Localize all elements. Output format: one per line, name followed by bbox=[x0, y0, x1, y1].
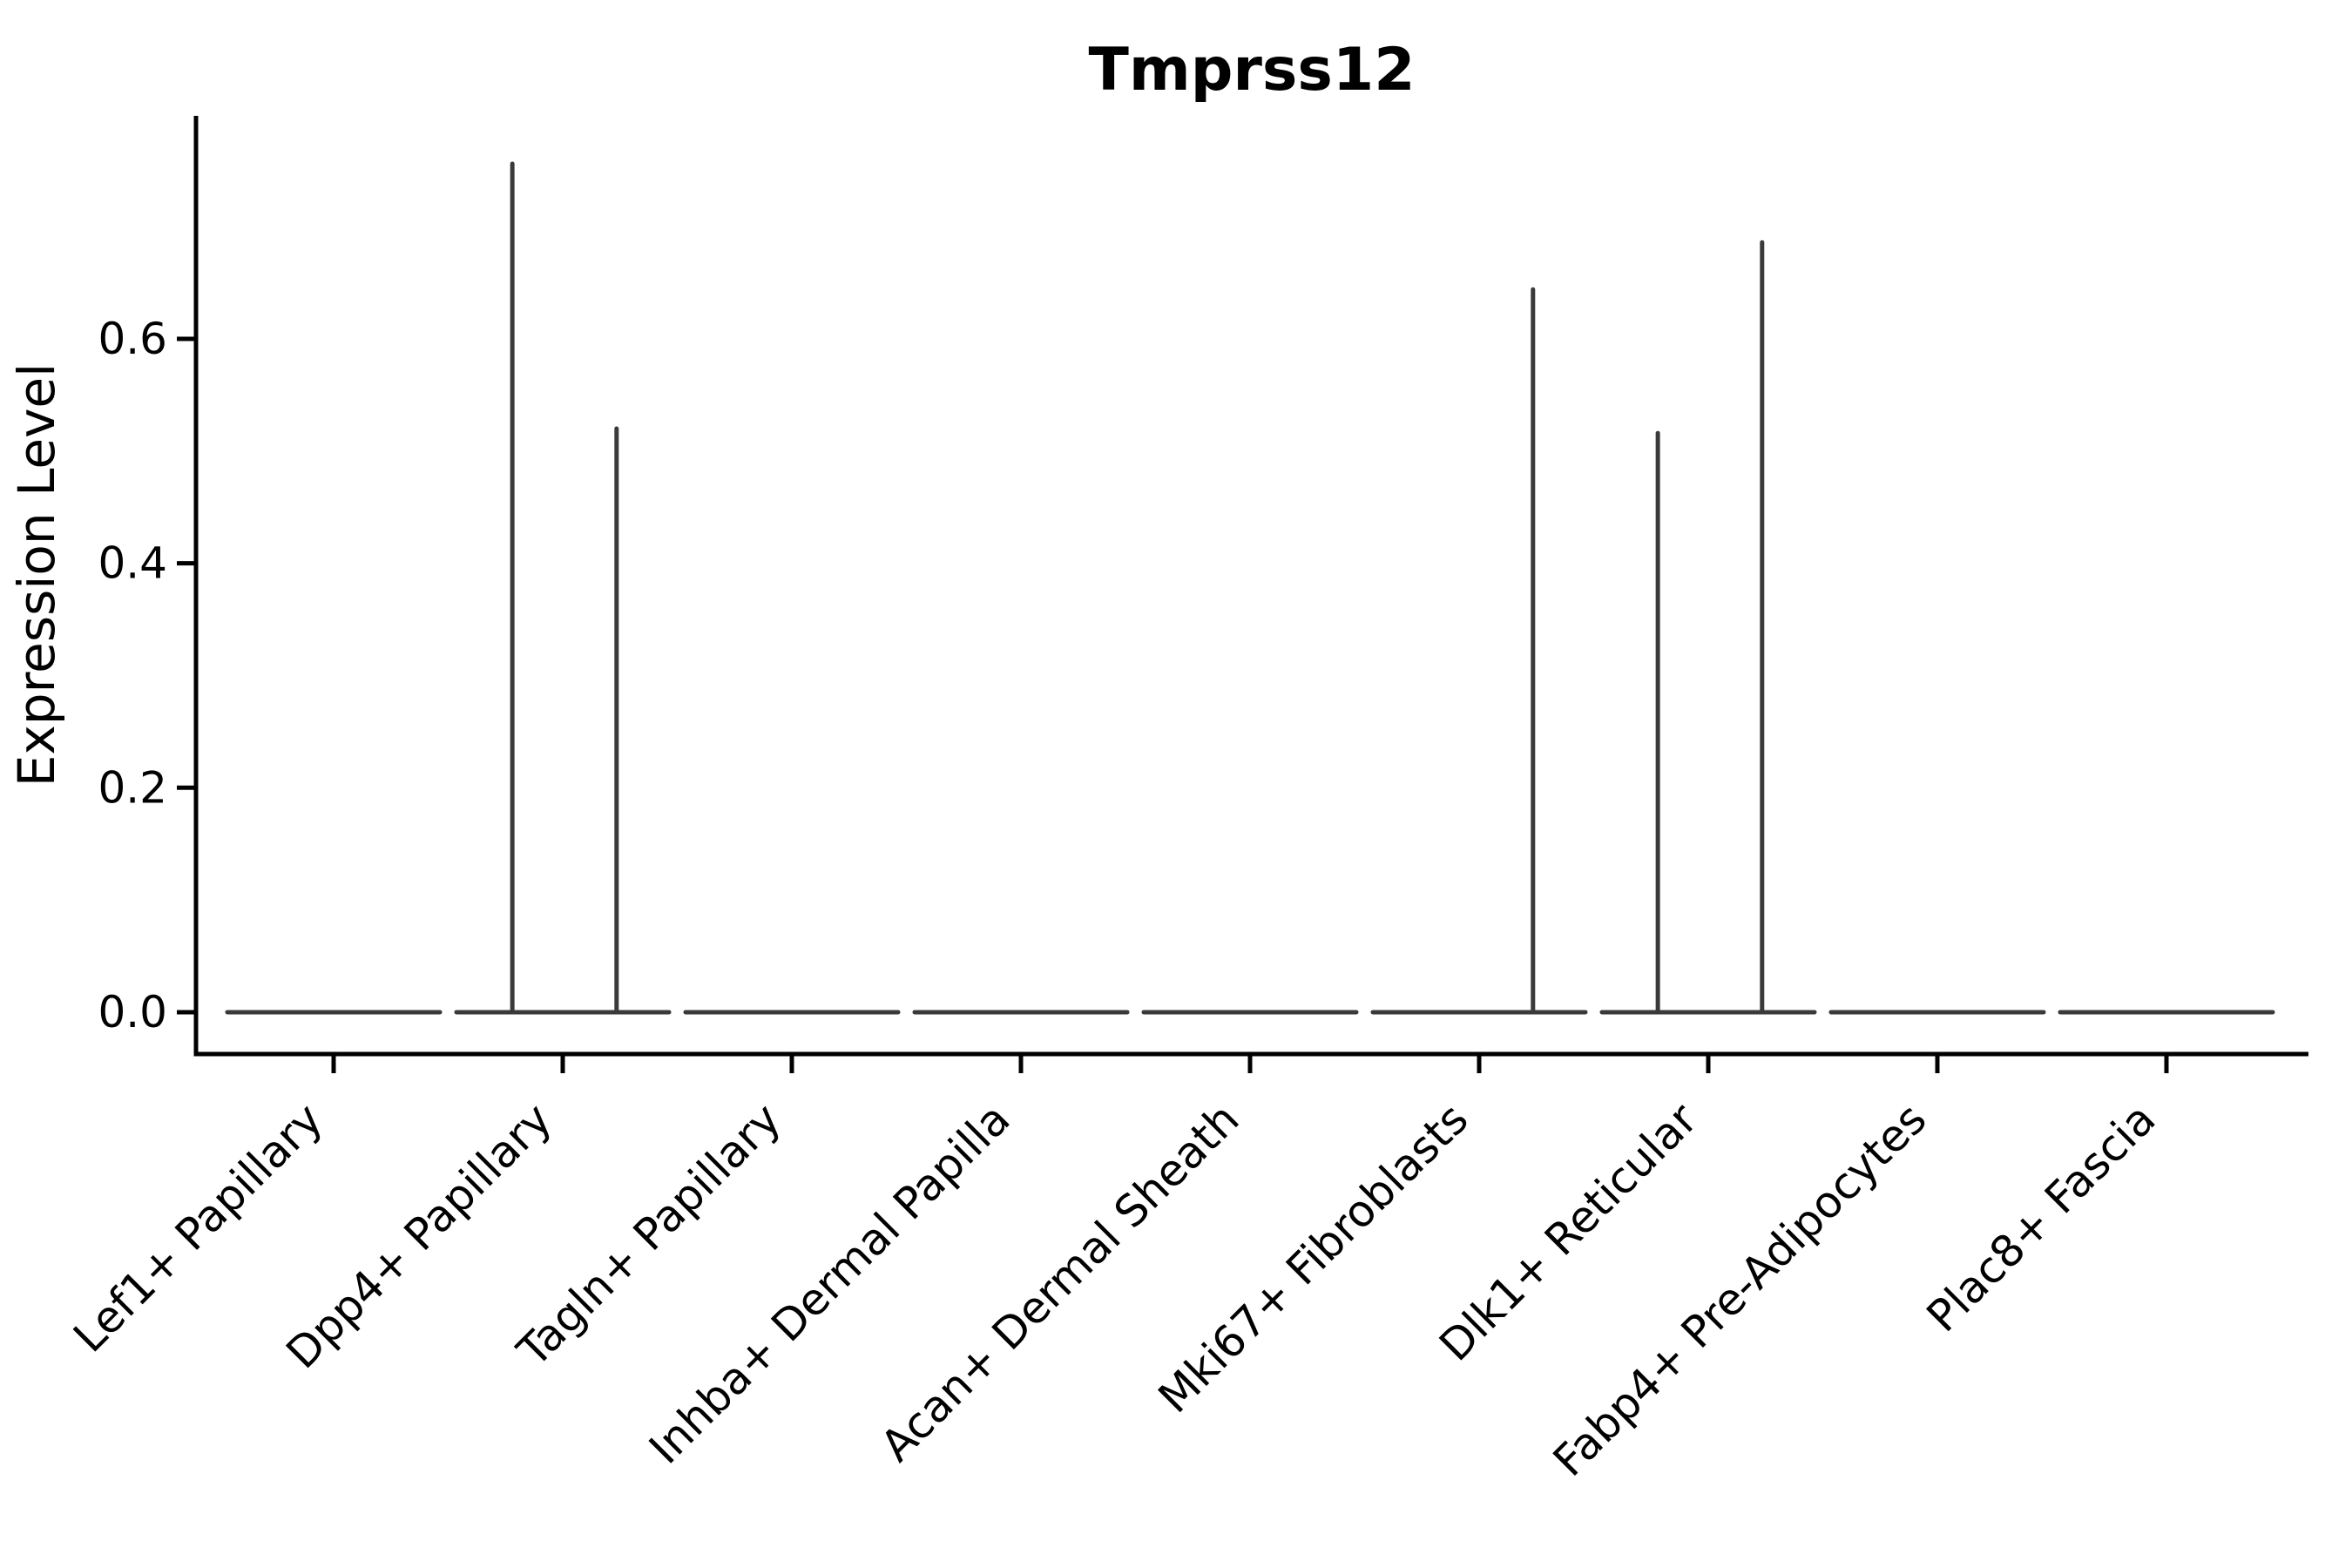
y-tick-label: 0.4 bbox=[98, 538, 167, 589]
y-tick-label: 0.0 bbox=[98, 987, 167, 1037]
y-tick-label: 0.6 bbox=[98, 314, 167, 364]
chart-title: Tmprss12 bbox=[1088, 36, 1415, 105]
x-tick-label: Plac8+ Fascia bbox=[1917, 1093, 2166, 1342]
x-tick-label: Lef1+ Papillary bbox=[64, 1093, 332, 1362]
violins-layer bbox=[225, 161, 2275, 1015]
x-tick-label: Fabp4+ Pre-Adipocytes bbox=[1544, 1093, 1936, 1486]
y-axis-label: Expression Level bbox=[7, 363, 66, 787]
y-tick-label: 0.2 bbox=[98, 762, 167, 813]
